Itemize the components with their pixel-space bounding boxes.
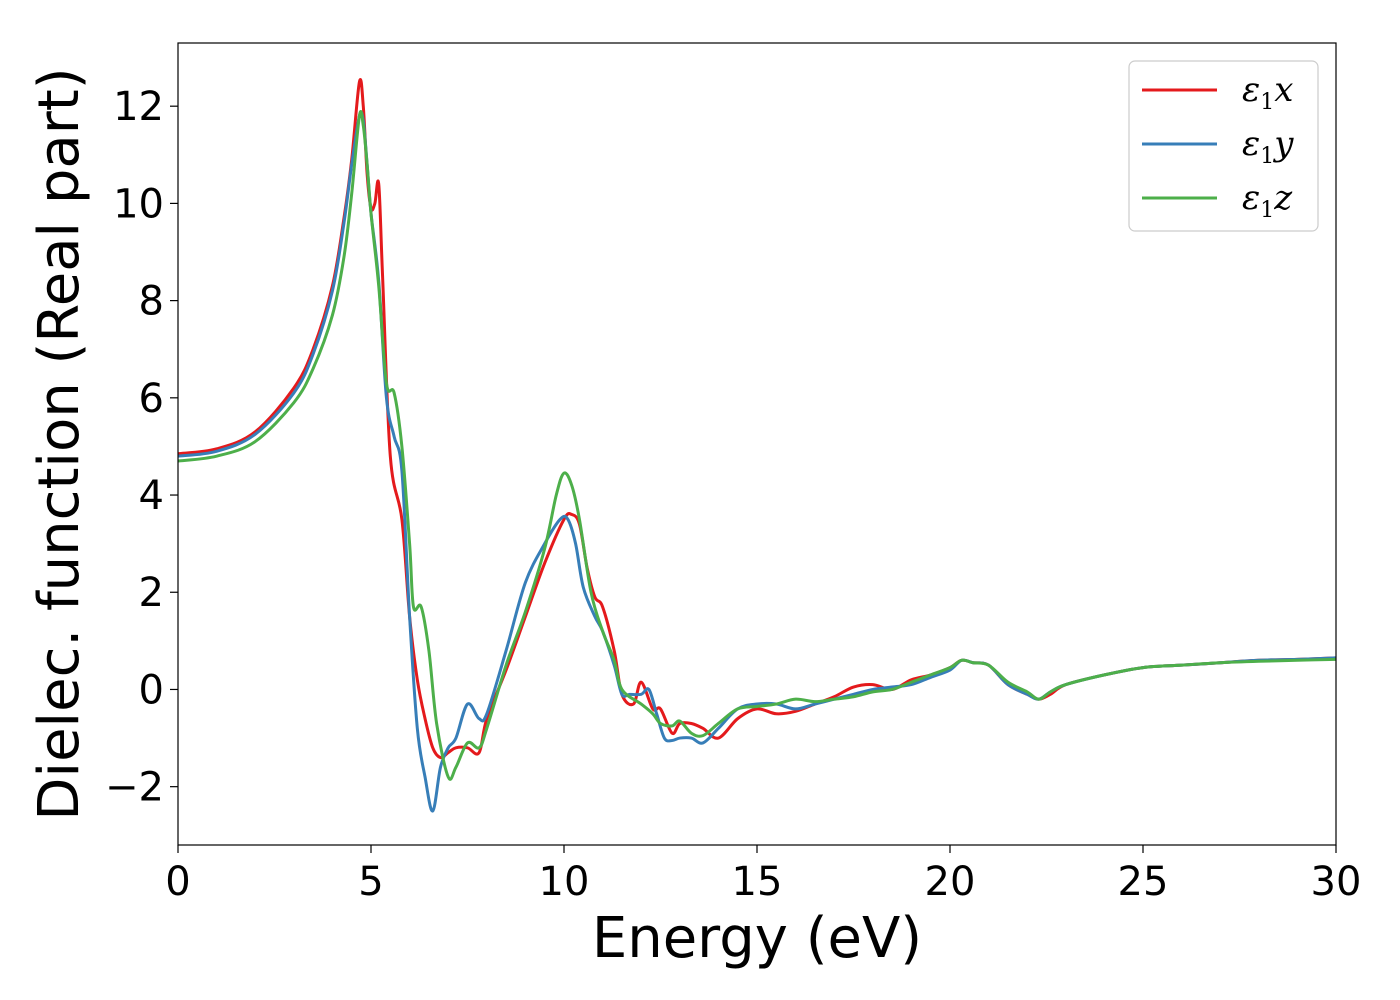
- y-axis: −2 0 2 4 6 8 10 12: [105, 84, 178, 811]
- legend-label-z: ε1z: [1242, 178, 1293, 223]
- y-axis-title: Dielec. function (Real part): [27, 67, 92, 820]
- x-tick-label: 30: [1311, 859, 1362, 905]
- x-tick-label: 0: [165, 859, 190, 905]
- x-axis-title: Energy (eV): [592, 906, 922, 971]
- legend-label-y: ε1y: [1242, 124, 1294, 169]
- y-tick-label: 6: [139, 376, 164, 422]
- legend-box: [1128, 60, 1319, 232]
- y-tick-label: 4: [139, 473, 164, 519]
- x-axis: 0 5 10 15 20 25 30: [165, 845, 1361, 905]
- x-tick-label: 15: [732, 859, 783, 905]
- series-layer: [178, 78, 1336, 813]
- x-tick-label: 5: [358, 859, 383, 905]
- legend-label-x: ε1x: [1242, 70, 1293, 115]
- series-line-z: [178, 110, 1336, 781]
- x-tick-label: 20: [925, 859, 976, 905]
- y-tick-label: 0: [139, 667, 164, 713]
- x-tick-label: 10: [539, 859, 590, 905]
- y-tick-label: 8: [139, 279, 164, 325]
- y-tick-label: 10: [113, 181, 164, 227]
- y-tick-label: 12: [113, 84, 164, 130]
- legend: ε1x ε1y ε1z: [1128, 60, 1319, 232]
- y-tick-label: −2: [105, 765, 164, 811]
- x-tick-label: 25: [1118, 859, 1169, 905]
- y-tick-label: 2: [139, 570, 164, 616]
